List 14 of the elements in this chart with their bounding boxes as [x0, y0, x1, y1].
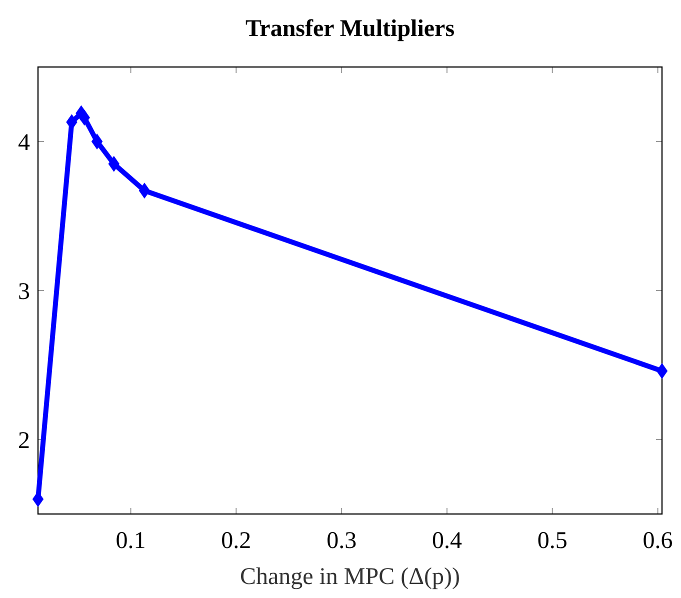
point: [138, 182, 150, 199]
x-axis-title: Change in MPC (Δ(p)): [240, 564, 460, 590]
x-tick-label: 0.2: [221, 528, 252, 554]
y-tick-label: 4: [18, 130, 30, 156]
x-tick-label: 0.1: [116, 528, 146, 554]
x-tick-label: 0.3: [326, 528, 357, 554]
x-tick-label: 0.5: [537, 528, 568, 554]
x-tick-label: 0.6: [642, 528, 673, 554]
point: [656, 362, 668, 379]
chart-title: Transfer Multipliers: [245, 16, 455, 42]
point: [91, 134, 103, 150]
y-tick-label: 2: [18, 428, 30, 454]
y-tick-label: 3: [18, 278, 30, 305]
x-tick-label: 0.4: [432, 528, 462, 554]
